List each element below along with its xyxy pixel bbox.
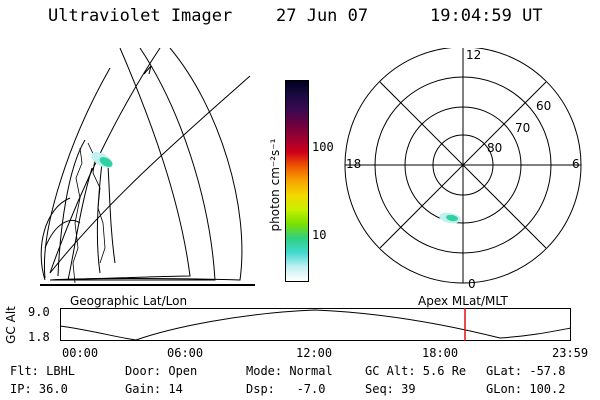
geographic-map-panel xyxy=(40,48,255,286)
time-tick-1800: 18:00 xyxy=(422,346,459,360)
colorbar-unit-label: photon cm⁻²s⁻¹ xyxy=(268,138,282,232)
polar-mlt-plot: 12 18 6 0 60 70 80 xyxy=(344,48,582,288)
altitude-tick-9: 9.0 xyxy=(28,305,50,319)
colorbar xyxy=(285,80,309,282)
seq-info: Seq: 39 xyxy=(365,382,416,396)
colorbar-tick-100: 100 xyxy=(312,140,334,154)
meridian-curve xyxy=(96,162,103,274)
lat-label-60: 60 xyxy=(536,99,551,113)
coastline xyxy=(72,147,83,283)
gain-info: Gain: 14 xyxy=(125,382,183,396)
lat-arc xyxy=(49,48,243,281)
dsp-info: Dsp: -7.0 xyxy=(246,382,326,396)
meridian-curve xyxy=(67,167,93,281)
north-arrow-icon xyxy=(143,65,152,75)
mlt-label-0: 0 xyxy=(468,277,476,288)
time-tick-1200: 12:00 xyxy=(296,346,333,360)
filter-info: Flt: LBHL xyxy=(10,364,76,378)
limb-circle xyxy=(40,197,71,281)
lon-line xyxy=(49,48,161,274)
geographic-map-label: Geographic Lat/Lon xyxy=(70,294,188,308)
apex-map-label: Apex MLat/MLT xyxy=(418,294,508,308)
altitude-curve xyxy=(60,309,572,341)
glon-info: GLon: 100.2 xyxy=(486,382,566,396)
colorbar-tick-10: 10 xyxy=(312,228,327,242)
meridian-curve xyxy=(107,165,116,264)
altitude-timeline-plot xyxy=(60,308,572,341)
gc-alt-info: GC Alt: 5.6 Re xyxy=(365,364,467,378)
limb-circle xyxy=(44,219,81,249)
altitude-tick-1-8: 1.8 xyxy=(28,330,50,344)
lat-arc xyxy=(51,48,191,281)
date-label: 27 Jun 07 xyxy=(276,6,369,26)
lon-line xyxy=(49,75,251,274)
lat-label-70: 70 xyxy=(515,121,530,135)
ip-info: IP: 36.0 xyxy=(10,382,68,396)
lat-label-80: 80 xyxy=(487,141,502,155)
mlt-label-12: 12 xyxy=(466,48,481,62)
time-tick-0600: 06:00 xyxy=(167,346,204,360)
lat-arc xyxy=(49,48,216,281)
door-info: Door: Open xyxy=(125,364,198,378)
time-tick-2359: 23:59 xyxy=(552,346,589,360)
mlt-label-18: 18 xyxy=(346,157,361,171)
time-label: 19:04:59 UT xyxy=(430,6,543,26)
instrument-title: Ultraviolet Imager xyxy=(48,6,233,26)
mlt-label-6: 6 xyxy=(572,157,580,171)
lat-arc xyxy=(43,67,111,279)
mode-info: Mode: Normal xyxy=(246,364,333,378)
time-tick-0000: 00:00 xyxy=(62,346,99,360)
altitude-axis-title: GC Alt xyxy=(3,306,18,344)
glat-info: GLat: -57.8 xyxy=(486,364,566,378)
meridian-curve xyxy=(57,139,86,277)
